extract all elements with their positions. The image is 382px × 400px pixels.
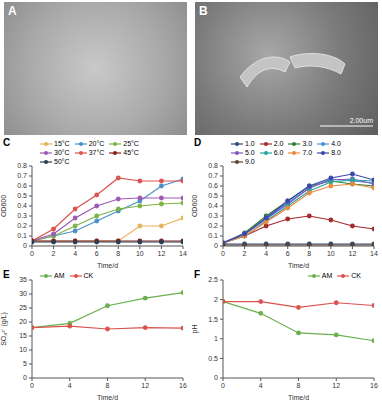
svg-text:Time/d: Time/d: [288, 394, 309, 400]
svg-text:8: 8: [297, 382, 301, 389]
svg-text:14: 14: [370, 250, 378, 257]
svg-text:0: 0: [23, 374, 27, 381]
svg-text:0.2: 0.2: [17, 222, 27, 229]
svg-text:16: 16: [179, 382, 187, 389]
svg-text:8: 8: [116, 250, 120, 257]
svg-text:pH: pH: [191, 325, 199, 334]
svg-text:4: 4: [259, 382, 263, 389]
svg-text:0.7: 0.7: [208, 172, 218, 179]
svg-text:12: 12: [332, 382, 340, 389]
svg-text:5: 5: [23, 360, 27, 367]
svg-text:0.5: 0.5: [208, 192, 218, 199]
svg-text:SO₄²⁻ (g/L): SO₄²⁻ (g/L): [0, 312, 8, 346]
svg-text:0: 0: [30, 382, 34, 389]
svg-text:10: 10: [327, 250, 335, 257]
svg-text:1.5: 1.5: [208, 316, 218, 323]
svg-text:35: 35: [19, 276, 27, 283]
svg-text:12: 12: [349, 250, 357, 257]
html-text:1.0: 1.0: [245, 140, 255, 147]
svg-text:0.8: 0.8: [17, 162, 27, 169]
svg-text:0.5: 0.5: [208, 355, 218, 362]
svg-text:Time/d: Time/d: [97, 394, 118, 400]
svg-text:4: 4: [73, 250, 77, 257]
svg-text:6: 6: [286, 250, 290, 257]
html-text:7.0: 7.0: [302, 149, 313, 156]
html-text:4.0: 4.0: [331, 140, 341, 147]
html-text:D: D: [194, 137, 202, 148]
html-text:2.00um: 2.00um: [349, 117, 373, 124]
svg-text:0.4: 0.4: [208, 202, 218, 209]
svg-text:Time/d: Time/d: [288, 262, 309, 268]
svg-text:1: 1: [214, 335, 218, 342]
html-text:AM: AM: [321, 272, 333, 279]
svg-text:0: 0: [23, 242, 27, 249]
svg-text:OD600: OD600: [191, 195, 198, 217]
svg-text:15: 15: [19, 332, 27, 339]
svg-text:0.8: 0.8: [208, 162, 218, 169]
svg-text:16: 16: [370, 382, 378, 389]
svg-text:2.5: 2.5: [208, 276, 218, 283]
svg-text:0.1: 0.1: [208, 232, 218, 239]
svg-text:0: 0: [221, 250, 225, 257]
svg-text:10: 10: [19, 346, 27, 353]
svg-text:12: 12: [158, 250, 166, 257]
svg-text:4: 4: [264, 250, 268, 257]
html-text:9.0: 9.0: [245, 158, 255, 165]
html-text:5.0: 5.0: [245, 149, 255, 156]
html-text:30°C: 30°C: [54, 149, 70, 156]
svg-text:0.1: 0.1: [17, 232, 27, 239]
svg-text:0: 0: [214, 374, 218, 381]
html-text:AM: AM: [54, 272, 65, 279]
html-text:C: C: [3, 137, 11, 148]
svg-text:2: 2: [243, 250, 247, 257]
svg-text:0.6: 0.6: [17, 182, 27, 189]
html-text:8.0: 8.0: [331, 149, 341, 156]
html-text:B: B: [199, 4, 208, 18]
html-text:15°C: 15°C: [54, 140, 70, 147]
html-text:50°C: 50°C: [54, 158, 70, 165]
html-text:20°C: 20°C: [88, 140, 105, 147]
svg-text:0.3: 0.3: [17, 212, 27, 219]
svg-text:4: 4: [68, 382, 72, 389]
svg-text:Time/d: Time/d: [97, 262, 118, 268]
svg-text:0.4: 0.4: [17, 202, 27, 209]
svg-text:0: 0: [221, 382, 225, 389]
svg-text:0: 0: [30, 250, 34, 257]
svg-text:20: 20: [19, 318, 27, 325]
svg-text:OD600: OD600: [0, 195, 7, 217]
svg-text:0: 0: [214, 242, 218, 249]
html-text:CK: CK: [351, 272, 361, 279]
svg-text:12: 12: [141, 382, 149, 389]
svg-text:30: 30: [19, 290, 27, 297]
html-text:6.0: 6.0: [273, 149, 284, 156]
html-text:F: F: [194, 269, 201, 280]
svg-text:0.6: 0.6: [208, 182, 218, 189]
svg-text:10: 10: [136, 250, 144, 257]
html-text:3.0: 3.0: [302, 140, 313, 147]
svg-text:0.2: 0.2: [208, 222, 218, 229]
html-text:E: E: [3, 269, 10, 280]
svg-text:2: 2: [52, 250, 56, 257]
html-text:A: A: [8, 4, 17, 18]
svg-text:0.5: 0.5: [17, 192, 27, 199]
svg-text:2: 2: [214, 296, 218, 303]
svg-text:6: 6: [95, 250, 99, 257]
html-text:45°C: 45°C: [123, 149, 139, 156]
svg-text:14: 14: [179, 250, 187, 257]
svg-text:8: 8: [307, 250, 311, 257]
html-text:25°C: 25°C: [123, 140, 139, 147]
svg-text:0.3: 0.3: [208, 212, 218, 219]
svg-text:25: 25: [19, 304, 27, 311]
html-text:2.0: 2.0: [273, 140, 284, 147]
html-text:CK: CK: [83, 272, 94, 279]
svg-text:0.7: 0.7: [17, 172, 27, 179]
html-text:37°C: 37°C: [88, 149, 105, 156]
svg-text:8: 8: [106, 382, 110, 389]
